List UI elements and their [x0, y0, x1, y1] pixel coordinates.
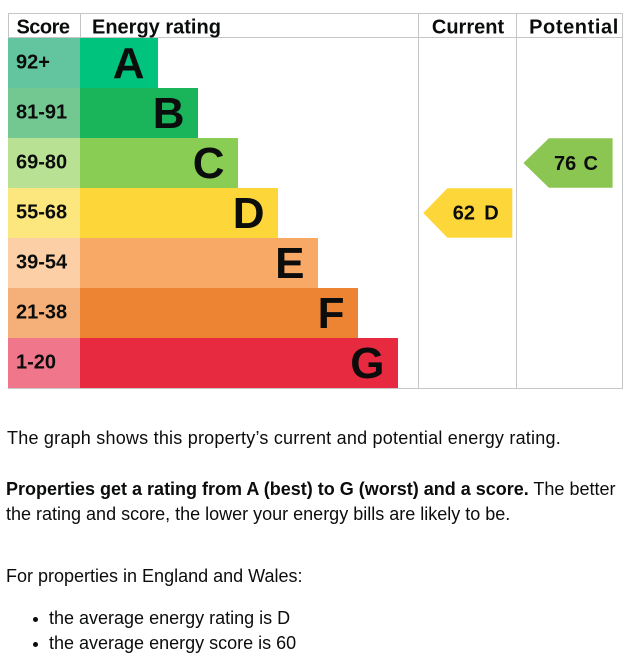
svg-text:39-54: 39-54 — [16, 252, 68, 274]
svg-text:D: D — [233, 189, 265, 238]
svg-text:92+: 92+ — [16, 52, 50, 74]
svg-text:C: C — [193, 139, 225, 188]
svg-text:21-38: 21-38 — [16, 302, 67, 324]
svg-text:62: 62 — [453, 203, 475, 225]
svg-text:A: A — [113, 39, 145, 88]
svg-text:1-20: 1-20 — [16, 352, 56, 374]
svg-text:C: C — [584, 153, 598, 175]
svg-text:Energy rating: Energy rating — [92, 17, 221, 39]
svg-text:E: E — [275, 239, 304, 288]
svg-text:55-68: 55-68 — [16, 202, 67, 224]
svg-text:D: D — [484, 203, 498, 225]
svg-text:81-91: 81-91 — [16, 102, 67, 124]
svg-text:76: 76 — [554, 153, 576, 175]
svg-text:Current: Current — [432, 17, 505, 39]
svg-text:B: B — [153, 89, 185, 138]
svg-text:F: F — [318, 289, 345, 338]
svg-text:Score: Score — [16, 17, 69, 39]
svg-text:69-80: 69-80 — [16, 152, 67, 174]
svg-text:Potential: Potential — [529, 17, 619, 39]
svg-text:G: G — [350, 339, 384, 388]
